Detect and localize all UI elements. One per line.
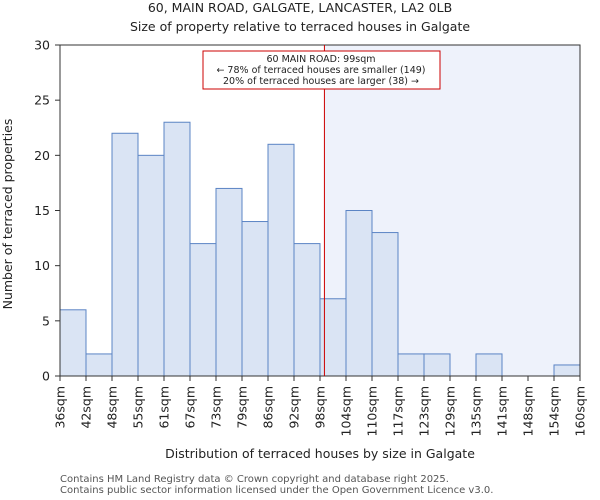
y-axis-label: Number of terraced properties [0,119,15,310]
x-tick-label: 148sqm [521,386,536,436]
x-tick-label: 98sqm [313,386,328,429]
annotation-frame [202,50,441,90]
x-tick-label: 110sqm [365,386,380,436]
bar-42sqm [85,353,113,377]
x-tick-label: 117sqm [391,386,406,436]
y-tick-label: 30 [34,38,50,53]
x-tick-label: 86sqm [261,386,276,429]
x-tick-label: 61sqm [157,386,172,429]
y-tick-label: 15 [34,203,50,218]
x-tick-label: 36sqm [53,386,68,429]
x-tick-label: 160sqm [573,386,588,436]
x-tick-label: 73sqm [209,386,224,429]
x-tick-label: 92sqm [287,386,302,429]
annotation-line3: 20% of terraced houses are larger (38) → [223,76,419,87]
bar-135sqm [475,353,503,377]
bar-79sqm [241,221,269,377]
y-tick-label: 5 [42,313,50,328]
x-tick-label: 42sqm [79,386,94,429]
x-tick-label: 104sqm [339,386,354,436]
x-tick-label: 154sqm [547,386,562,436]
annotation-line1: 60 MAIN ROAD: 99sqm [267,54,376,65]
chart-title-line1: 60, MAIN ROAD, GALGATE, LANCASTER, LA2 0… [148,0,452,15]
chart-title-line2: Size of property relative to terraced ho… [130,19,470,34]
bar-110sqm [371,232,399,377]
bar-117sqm [397,353,425,377]
x-tick-label: 123sqm [417,386,432,436]
footer-line2: Contains public sector information licen… [60,485,494,496]
bar-98sqm [319,298,347,377]
y-tick-label: 0 [42,369,50,384]
x-tick-label: 135sqm [469,386,484,436]
footer-line1: Contains HM Land Registry data © Crown c… [60,474,449,485]
y-tick-label: 25 [34,93,50,108]
bar-86sqm [267,143,295,377]
x-tick-label: 48sqm [105,386,120,429]
bar-61sqm [163,121,191,377]
bar-123sqm [423,353,451,377]
bar-48sqm [111,132,139,377]
x-tick-label: 141sqm [495,386,510,436]
x-tick-label: 55sqm [131,386,146,429]
bar-55sqm [137,154,165,377]
x-tick-label: 79sqm [235,386,250,429]
x-tick-label: 129sqm [443,386,458,436]
bar-154sqm [553,364,581,377]
bar-104sqm [345,210,373,377]
bar-92sqm [293,243,321,377]
bar-36sqm [59,309,87,377]
annotation-line2: ← 78% of terraced houses are smaller (14… [216,65,425,76]
y-tick-label: 10 [34,258,50,273]
bar-73sqm [215,187,243,377]
bar-67sqm [189,243,217,377]
x-axis-label: Distribution of terraced houses by size … [165,446,475,461]
annotation-box: 60 MAIN ROAD: 99sqm ← 78% of terraced ho… [202,50,441,90]
y-tick-label: 20 [34,148,50,163]
x-tick-label: 67sqm [183,386,198,429]
